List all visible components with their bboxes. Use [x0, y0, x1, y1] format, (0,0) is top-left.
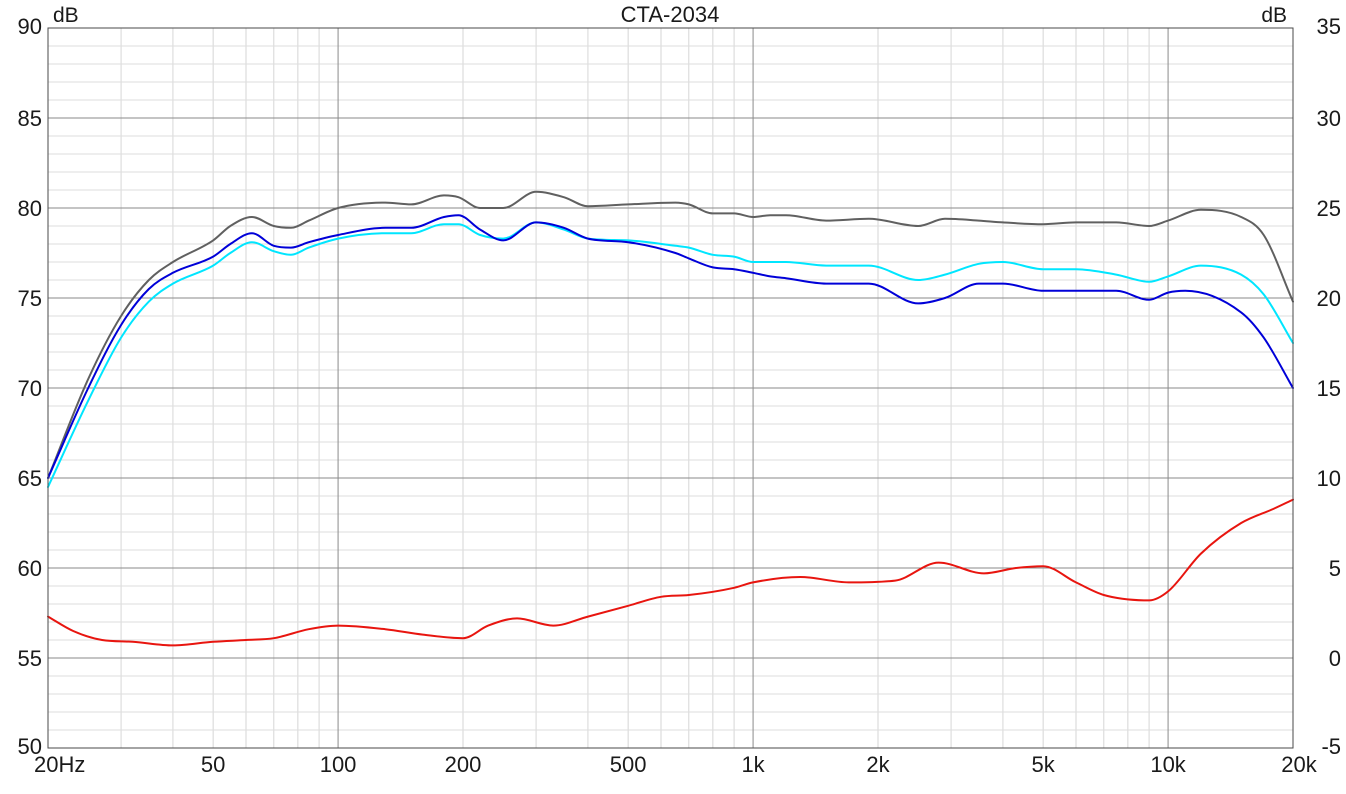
y-right-tick-label: 20 [1317, 286, 1341, 311]
y-left-tick-label: 85 [18, 106, 42, 131]
y-right-tick-label: 0 [1329, 646, 1341, 671]
tick-labels: 20Hz 50 100 200 500 1k 2k 5k 10k 20k5055606570758… [18, 14, 1341, 777]
series-layer [47, 190, 1294, 647]
y-left-tick-label: 75 [18, 286, 42, 311]
x-tick-label: 200 [445, 752, 482, 777]
x-tick-label: 50 [201, 752, 225, 777]
plot-frame [47, 27, 1294, 749]
series-line-3 [47, 214, 1294, 479]
x-tick-label: 2k [866, 752, 890, 777]
series-line-4 [47, 498, 1294, 647]
y-left-tick-label: 65 [18, 466, 42, 491]
y-left-tick-label: 55 [18, 646, 42, 671]
x-tick-label: 5k [1032, 752, 1056, 777]
series-line-2 [47, 221, 1294, 488]
x-tick-label: 1k [741, 752, 765, 777]
y-left-tick-label: 60 [18, 556, 42, 581]
series-line-1 [47, 190, 1294, 479]
y-right-tick-label: 30 [1317, 106, 1341, 131]
x-tick-label: 500 [610, 752, 647, 777]
y-right-tick-label: 25 [1317, 196, 1341, 221]
y-right-tick-label: 10 [1317, 466, 1341, 491]
y-left-tick-label: 50 [18, 734, 42, 759]
y-left-tick-label: 80 [18, 196, 42, 221]
y-right-tick-label: -5 [1321, 734, 1341, 759]
x-tick-label: 100 [320, 752, 357, 777]
y-right-unit: dB [1261, 4, 1287, 27]
x-tick-label: 20k [1281, 752, 1317, 777]
y-left-unit: dB [53, 4, 79, 27]
chart-title: CTA-2034 [621, 2, 720, 27]
y-right-tick-label: 35 [1317, 14, 1341, 39]
x-tick-label: 20Hz [34, 752, 85, 777]
y-left-tick-label: 90 [18, 14, 42, 39]
x-tick-label: 10k [1150, 752, 1186, 777]
y-right-tick-label: 15 [1317, 376, 1341, 401]
y-right-tick-label: 5 [1329, 556, 1341, 581]
grid-major [48, 28, 1293, 748]
y-left-tick-label: 70 [18, 376, 42, 401]
